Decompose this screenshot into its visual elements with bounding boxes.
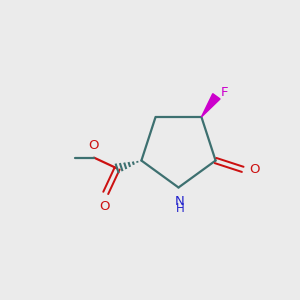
Text: O: O — [249, 163, 260, 176]
Text: F: F — [221, 86, 229, 99]
Text: O: O — [88, 139, 99, 152]
Text: H: H — [176, 202, 184, 215]
Polygon shape — [201, 94, 220, 117]
Text: N: N — [175, 195, 185, 208]
Text: O: O — [99, 200, 110, 212]
